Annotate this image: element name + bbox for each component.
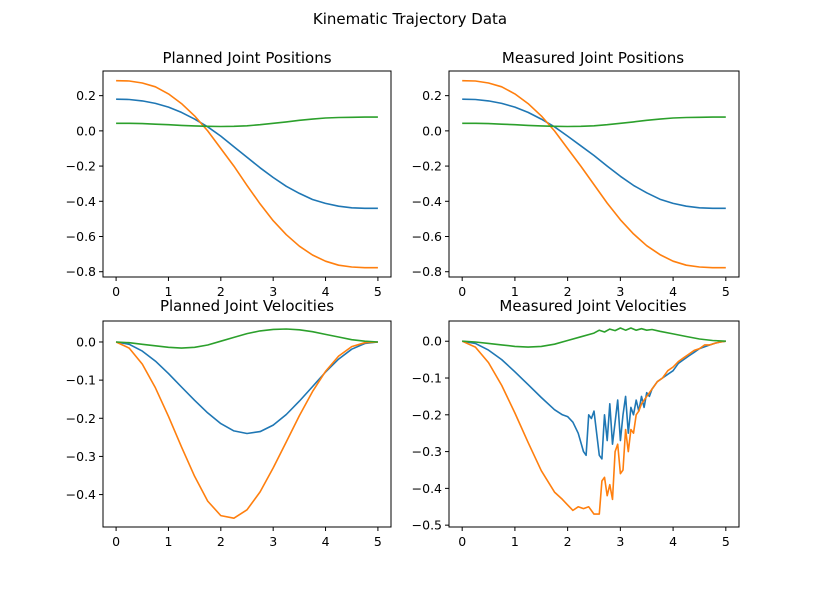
axes-frame: [102, 320, 392, 528]
y-tick-label: 0.0: [422, 123, 442, 138]
series-line-2: [116, 79, 378, 269]
x-tick-label: 3: [616, 284, 624, 299]
series-line-1: [115, 341, 378, 435]
series-line-1: [462, 340, 726, 460]
x-tick-label: 1: [511, 534, 519, 549]
series-line-2: [462, 79, 726, 269]
y-tick-label: −0.5: [412, 518, 442, 533]
y-tick-label: −0.1: [66, 373, 96, 388]
subplot-title: Measured Joint Positions: [502, 49, 684, 67]
x-tick-label: 4: [669, 534, 677, 549]
subplot-planned-positions: Planned Joint Positions 0 1 2 3 4 5 −0.8 −0.6 −0…: [66, 49, 392, 299]
series-line-3: [116, 116, 378, 128]
subplot-title: Planned Joint Velocities: [160, 297, 334, 315]
series-line-2: [115, 341, 378, 520]
y-tick-label: −0.2: [66, 411, 96, 426]
x-tick-label: 2: [217, 534, 225, 549]
x-tick-label: 3: [616, 534, 624, 549]
x-tick-label: 4: [322, 534, 330, 549]
x-tick-label: 5: [722, 534, 730, 549]
series-line-2: [461, 340, 726, 515]
x-tick-label: 0: [112, 534, 120, 549]
axes-frame: [448, 320, 740, 528]
subplot-title: Planned Joint Positions: [162, 49, 331, 67]
subplot-measured-velocities: Measured Joint Velocities 0 1 2 3 4 5 −0.5 −0.4…: [412, 297, 740, 549]
y-tick-label: −0.2: [66, 159, 96, 174]
x-tick-label: 0: [458, 534, 466, 549]
x-tick-label: 4: [322, 284, 330, 299]
y-tick-label: −0.1: [412, 371, 442, 386]
figure-title: Kinematic Trajectory Data: [313, 10, 507, 28]
x-tick-label: 3: [269, 534, 277, 549]
y-tick-label: −0.6: [412, 229, 442, 244]
y-tick-label: −0.4: [66, 487, 96, 502]
series-line-1: [116, 98, 378, 210]
x-tick-label: 5: [374, 284, 382, 299]
x-tick-label: 1: [164, 284, 172, 299]
y-tick-label: −0.2: [412, 407, 442, 422]
series-line-3: [116, 328, 378, 349]
y-tick-label: 0.2: [76, 88, 96, 103]
y-tick-label: −0.4: [412, 194, 442, 209]
x-tick-label: 5: [722, 284, 730, 299]
subplot-planned-velocities: Planned Joint Velocities 0 1 2 3 4 5 −0.4 −0.3 −…: [66, 297, 392, 549]
y-tick-label: 0.2: [422, 88, 442, 103]
x-tick-label: 1: [164, 534, 172, 549]
y-tick-label: −0.8: [412, 264, 442, 279]
axes-frame: [102, 70, 392, 278]
series-line-3: [462, 327, 726, 348]
x-tick-label: 2: [217, 284, 225, 299]
y-tick-label: 0.0: [422, 334, 442, 349]
subplot-title: Measured Joint Velocities: [499, 297, 686, 315]
x-tick-label: 0: [112, 284, 120, 299]
subplot-measured-positions: Measured Joint Positions 0 1 2 3 4 5 −0.8 −0.6 −…: [412, 49, 740, 299]
x-tick-label: 2: [564, 284, 572, 299]
x-tick-label: 4: [669, 284, 677, 299]
y-tick-label: −0.3: [412, 444, 442, 459]
y-tick-label: −0.2: [412, 159, 442, 174]
y-tick-label: −0.4: [412, 481, 442, 496]
series-line-3: [462, 116, 726, 128]
y-tick-label: −0.3: [66, 449, 96, 464]
y-tick-label: −0.4: [66, 194, 96, 209]
x-tick-label: 2: [564, 534, 572, 549]
x-tick-label: 5: [374, 534, 382, 549]
y-tick-label: 0.0: [76, 123, 96, 138]
y-tick-label: −0.6: [66, 229, 96, 244]
x-tick-label: 0: [458, 284, 466, 299]
y-tick-label: 0.0: [76, 334, 96, 349]
x-tick-label: 1: [511, 284, 519, 299]
series-line-1: [462, 98, 726, 210]
y-tick-label: −0.8: [66, 264, 96, 279]
x-tick-label: 3: [269, 284, 277, 299]
axes-frame: [448, 70, 740, 278]
